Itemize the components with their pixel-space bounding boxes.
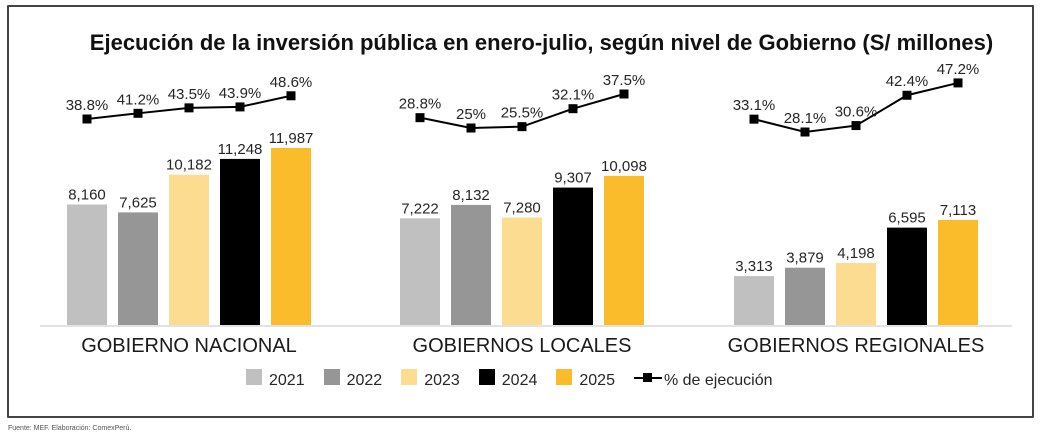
bar-2023-group-1 bbox=[169, 174, 209, 325]
execution-marker bbox=[235, 102, 245, 112]
execution-marker bbox=[953, 78, 963, 88]
bar-2021-group-2 bbox=[400, 218, 440, 325]
execution-marker bbox=[568, 104, 578, 114]
bar-value-label: 11,248 bbox=[218, 141, 263, 158]
bar-2022-group-1 bbox=[118, 212, 158, 325]
execution-marker bbox=[133, 108, 143, 118]
bar-value-label: 7,113 bbox=[940, 202, 976, 219]
chart-frame bbox=[7, 5, 1034, 418]
execution-value-label: 43.5% bbox=[168, 86, 211, 103]
legend-item-2024: 2024 bbox=[478, 369, 538, 390]
legend-item-2025: 2025 bbox=[556, 369, 615, 390]
bar-value-label: 7,222 bbox=[401, 200, 439, 217]
legend-item-2021: 2021 bbox=[246, 369, 305, 390]
execution-value-label: 37.5% bbox=[603, 72, 646, 89]
bar-value-label: 10,098 bbox=[601, 158, 647, 175]
execution-value-label: 33.1% bbox=[733, 97, 776, 114]
execution-marker bbox=[619, 89, 629, 99]
bar-2025-group-2 bbox=[604, 175, 644, 325]
legend-item-execution: % de ejecución bbox=[633, 370, 773, 390]
legend-swatch-2022 bbox=[323, 369, 340, 385]
bar-2024-group-3 bbox=[887, 227, 927, 325]
execution-value-label: 43.9% bbox=[219, 85, 262, 102]
bar-value-label: 10,182 bbox=[166, 157, 212, 174]
execution-value-label: 38.8% bbox=[66, 97, 109, 114]
bar-value-label: 8,160 bbox=[68, 187, 106, 204]
execution-value-label: 32.1% bbox=[552, 87, 595, 104]
legend-label-2021: 2021 bbox=[269, 372, 305, 389]
legend-swatch-2024 bbox=[478, 369, 495, 385]
execution-marker bbox=[466, 123, 476, 133]
bar-2025-group-1 bbox=[271, 148, 311, 325]
category-label: GOBIERNO NACIONAL bbox=[81, 335, 297, 357]
category-label: GOBIERNOS REGIONALES bbox=[728, 335, 985, 357]
bar-value-label: 3,879 bbox=[786, 250, 824, 267]
legend-label-execution: % de ejecución bbox=[663, 372, 773, 389]
category-labels: GOBIERNO NACIONAL GOBIERNOS LOCALES GOBIER… bbox=[81, 335, 984, 357]
bar-2021-group-1 bbox=[67, 204, 107, 325]
bar-value-label: 11,987 bbox=[269, 130, 314, 147]
bar-2023-group-3 bbox=[836, 263, 876, 325]
bar-value-label: 3,313 bbox=[735, 258, 773, 275]
bar-2023-group-2 bbox=[502, 217, 542, 325]
legend-swatch-2023 bbox=[401, 369, 418, 385]
legend-item-2022: 2022 bbox=[323, 369, 383, 390]
legend-item-2023: 2023 bbox=[401, 369, 460, 390]
execution-value-label: 25% bbox=[456, 106, 486, 123]
line-marker-icon bbox=[633, 370, 662, 386]
bar-2022-group-3 bbox=[785, 267, 825, 325]
execution-value-label: 28.1% bbox=[784, 110, 827, 127]
execution-marker bbox=[184, 103, 194, 113]
bar-value-label: 7,280 bbox=[503, 200, 541, 217]
execution-marker bbox=[415, 113, 425, 123]
bar-value-label: 7,625 bbox=[119, 194, 157, 211]
bar-value-label: 4,198 bbox=[837, 245, 875, 262]
bar-2025-group-3 bbox=[938, 219, 978, 325]
execution-value-label: 42.4% bbox=[886, 73, 929, 90]
execution-marker bbox=[82, 114, 92, 124]
execution-marker bbox=[851, 121, 861, 131]
execution-value-label: 30.6% bbox=[835, 104, 878, 121]
bars-layer: 8,160 7,625 10,182 11,248 11,987 7,222 8,132 7,… bbox=[67, 130, 978, 325]
legend: 2021 2022 2023 2024 2025 % de ejecución bbox=[246, 369, 791, 390]
execution-marker bbox=[517, 122, 527, 132]
legend-swatch-2025 bbox=[556, 369, 573, 385]
execution-value-label: 41.2% bbox=[117, 91, 160, 108]
bar-value-label: 9,307 bbox=[554, 170, 592, 187]
legend-label-2023: 2023 bbox=[424, 372, 460, 389]
execution-marker bbox=[749, 114, 759, 124]
bar-value-label: 6,595 bbox=[888, 210, 926, 227]
legend-swatch-2021 bbox=[246, 369, 262, 385]
category-label: GOBIERNOS LOCALES bbox=[413, 335, 632, 357]
bar-2024-group-2 bbox=[553, 187, 593, 325]
execution-value-label: 28.8% bbox=[399, 96, 442, 113]
execution-marker bbox=[902, 90, 912, 100]
bar-value-label: 8,132 bbox=[452, 187, 490, 204]
lines-layer: 38.8% 41.2% 43.5% 43.9% 48.6% 28.8% 25% 25.5% 32… bbox=[66, 61, 980, 137]
execution-marker bbox=[800, 127, 810, 137]
execution-marker bbox=[286, 91, 296, 101]
execution-value-label: 25.5% bbox=[501, 105, 544, 122]
legend-label-2025: 2025 bbox=[579, 372, 615, 389]
legend-label-2024: 2024 bbox=[501, 372, 538, 389]
source-note: Fuente: MEF. Elaboración: ComexPerú. bbox=[8, 425, 132, 432]
chart-title: Ejecución de la inversión pública en ene… bbox=[89, 30, 994, 55]
bar-2022-group-2 bbox=[451, 204, 491, 325]
execution-value-label: 48.6% bbox=[270, 74, 313, 91]
bar-2024-group-1 bbox=[220, 158, 260, 325]
execution-value-label: 47.2% bbox=[937, 61, 980, 78]
legend-label-2022: 2022 bbox=[346, 372, 383, 389]
bar-2021-group-3 bbox=[734, 276, 774, 325]
